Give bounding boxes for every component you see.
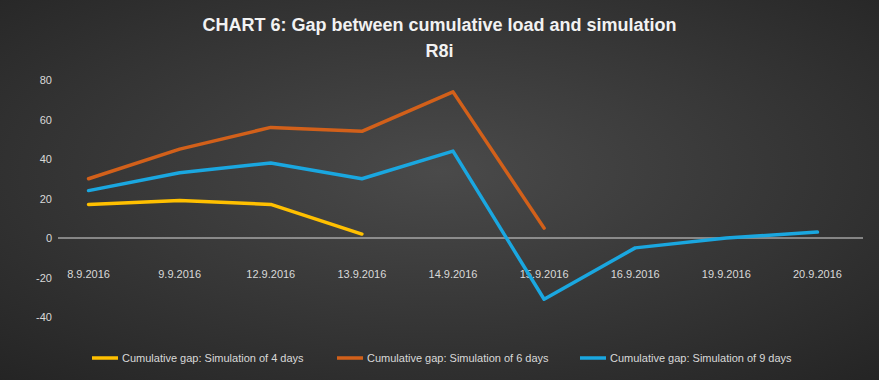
y-tick-label: -20 bbox=[36, 272, 52, 284]
y-tick-label: -40 bbox=[36, 311, 52, 323]
y-tick-label: 0 bbox=[46, 232, 52, 244]
x-tick-label: 14.9.2016 bbox=[429, 268, 478, 280]
x-tick-label: 13.9.2016 bbox=[337, 268, 386, 280]
y-tick-label: 20 bbox=[40, 193, 52, 205]
series-line bbox=[89, 92, 545, 228]
legend-label: Cumulative gap: Simulation of 9 days bbox=[610, 352, 792, 364]
x-tick-label: 9.9.2016 bbox=[158, 268, 201, 280]
legend-swatch bbox=[337, 356, 363, 360]
chart: CHART 6: Gap between cumulative load and… bbox=[0, 0, 879, 380]
x-tick-label: 12.9.2016 bbox=[246, 268, 295, 280]
legend-label: Cumulative gap: Simulation of 6 days bbox=[367, 352, 549, 364]
title: CHART 6: Gap between cumulative load and… bbox=[202, 15, 676, 35]
x-tick-label: 19.9.2016 bbox=[702, 268, 751, 280]
x-tick-label: 16.9.2016 bbox=[611, 268, 660, 280]
y-tick-label: 80 bbox=[40, 74, 52, 86]
x-tick-label: 8.9.2016 bbox=[67, 268, 110, 280]
x-tick-label: 20.9.2016 bbox=[793, 268, 842, 280]
subtitle: R8i bbox=[425, 41, 453, 61]
series-line bbox=[89, 200, 362, 234]
series-line bbox=[89, 151, 818, 299]
y-tick-label: 60 bbox=[40, 114, 52, 126]
legend-label: Cumulative gap: Simulation of 4 days bbox=[122, 352, 304, 364]
series-group bbox=[89, 92, 818, 299]
legend-swatch bbox=[92, 356, 118, 360]
y-tick-label: 40 bbox=[40, 153, 52, 165]
background bbox=[0, 0, 879, 380]
legend-swatch bbox=[580, 356, 606, 360]
